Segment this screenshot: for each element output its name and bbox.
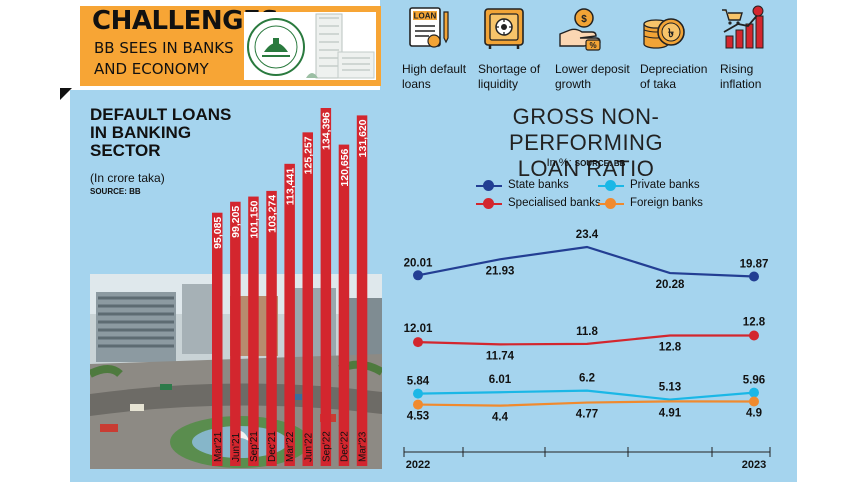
bar-Mar'22 (284, 163, 295, 467)
bar-Jun'21 (230, 201, 241, 466)
npl-unit-source: In %; SOURCE: BB (444, 157, 728, 169)
bar-category-label: Sep'22 (321, 431, 332, 462)
default-loans-source: SOURCE: BB (90, 187, 141, 196)
series-line-specialised-banks (417, 334, 754, 346)
x-tick-label: 2023 (742, 459, 766, 471)
data-point (749, 330, 759, 341)
header-subtitle-line1: BB SEES IN BANKS (94, 39, 234, 57)
bar-Sep'21 (248, 196, 259, 466)
bar-Dec'22 (338, 144, 350, 466)
data-label: 6.01 (489, 374, 512, 386)
bar-value-label: 134,396 (321, 112, 333, 150)
safe-vault-icon (484, 8, 524, 49)
x-tick-label: 2022 (406, 459, 430, 471)
header-subtitle: BB SEES IN BANKS AND ECONOMY (94, 38, 244, 80)
data-label: 20.01 (404, 257, 433, 269)
bar-value-label: 103,274 (266, 195, 278, 233)
issue-label-inflation: Rising inflation (720, 62, 762, 91)
issue-label-taka-depreciation: Depreciation of taka (640, 62, 708, 91)
data-label: 21.93 (486, 265, 515, 277)
hand-coin-icon: $ % (559, 8, 601, 51)
data-point (413, 270, 423, 281)
bar-value-label: 99,205 (230, 206, 242, 238)
data-label: 5.96 (743, 375, 765, 387)
legend-marker (483, 198, 494, 209)
legend-marker (605, 180, 616, 191)
loan-document-icon: LOAN (409, 7, 449, 48)
issue-label-default-loans: High default loans (402, 62, 467, 91)
bar-Sep'22 (320, 108, 332, 466)
series-line-foreign-banks (417, 400, 755, 407)
data-label: 11.8 (576, 326, 598, 338)
header-subtitle-line2: AND ECONOMY (94, 60, 209, 78)
data-label: 5.84 (407, 376, 430, 388)
bar-value-label: 95,085 (212, 217, 224, 249)
data-label: 23.4 (576, 229, 599, 241)
svg-text:%: % (589, 41, 596, 50)
data-label: 20.28 (656, 279, 685, 291)
data-point (413, 337, 423, 348)
bar-value-label: 131,620 (357, 119, 369, 157)
npl-title-line1: GROSS NON-PERFORMING (508, 104, 664, 155)
bar-value-label: 101,150 (248, 200, 260, 238)
svg-text:LOAN: LOAN (414, 12, 437, 21)
bar-Mar'21 (212, 212, 223, 466)
bar-Jun'22 (302, 132, 313, 467)
data-point (749, 271, 759, 282)
default-loans-title: DEFAULT LOANS IN BANKING SECTOR (90, 105, 232, 160)
bangladesh-bank-emblem-icon (244, 12, 376, 80)
data-point (749, 396, 759, 407)
data-label: 4.4 (492, 412, 509, 424)
data-label: 12.8 (743, 317, 766, 329)
data-point (413, 388, 423, 399)
issue-label-deposit-growth: Lower deposit growth (555, 62, 630, 91)
bar-category-label: Jun'22 (303, 432, 314, 462)
bar-category-label: Sep'21 (249, 431, 260, 462)
npl-unit: In %; (546, 157, 572, 169)
data-label: 6.2 (579, 373, 595, 385)
bar-category-label: Dec'22 (339, 431, 350, 462)
bar-category-label: Mar'21 (213, 431, 224, 462)
data-label: 4.9 (746, 407, 762, 419)
legend-marker (483, 180, 494, 191)
data-point (749, 387, 759, 398)
header-corner-arrow (60, 88, 72, 100)
bar-category-label: Mar'23 (358, 431, 369, 462)
npl-chart-title: GROSS NON-PERFORMING LOAN RATIO (444, 104, 728, 182)
data-label: 12.01 (404, 323, 433, 335)
bar-value-label: 125,257 (303, 136, 315, 174)
cart-rising-chart-icon (722, 5, 764, 49)
legend-marker (605, 198, 616, 209)
svg-text:৳: ৳ (668, 26, 674, 40)
bar-Mar'23 (356, 115, 368, 466)
default-loans-unit: (In crore taka) (90, 171, 165, 185)
data-label: 19.87 (740, 258, 769, 270)
data-label: 4.53 (407, 411, 429, 423)
coin-stack-icon: ৳ (643, 18, 685, 49)
data-label: 5.13 (659, 382, 681, 394)
data-label: 4.77 (576, 409, 598, 421)
bar-value-label: 120,656 (339, 148, 351, 186)
data-label: 4.91 (659, 407, 682, 419)
bar-category-label: Mar'22 (285, 431, 296, 462)
npl-title-line2: LOAN RATIO (517, 156, 655, 181)
svg-text:$: $ (581, 14, 587, 25)
series-line-private-banks (417, 389, 755, 401)
data-point (413, 399, 423, 410)
bar-category-label: Dec'21 (267, 431, 278, 462)
issue-label-liquidity: Shortage of liquidity (478, 62, 541, 91)
series-line-state-banks (417, 245, 755, 278)
data-label: 11.74 (486, 350, 515, 362)
npl-source: SOURCE: BB (574, 159, 626, 168)
bar-value-label: 113,441 (284, 168, 296, 206)
bar-category-label: Jun'21 (231, 432, 242, 462)
bar-Dec'21 (266, 190, 277, 466)
data-label: 12.8 (659, 342, 682, 354)
